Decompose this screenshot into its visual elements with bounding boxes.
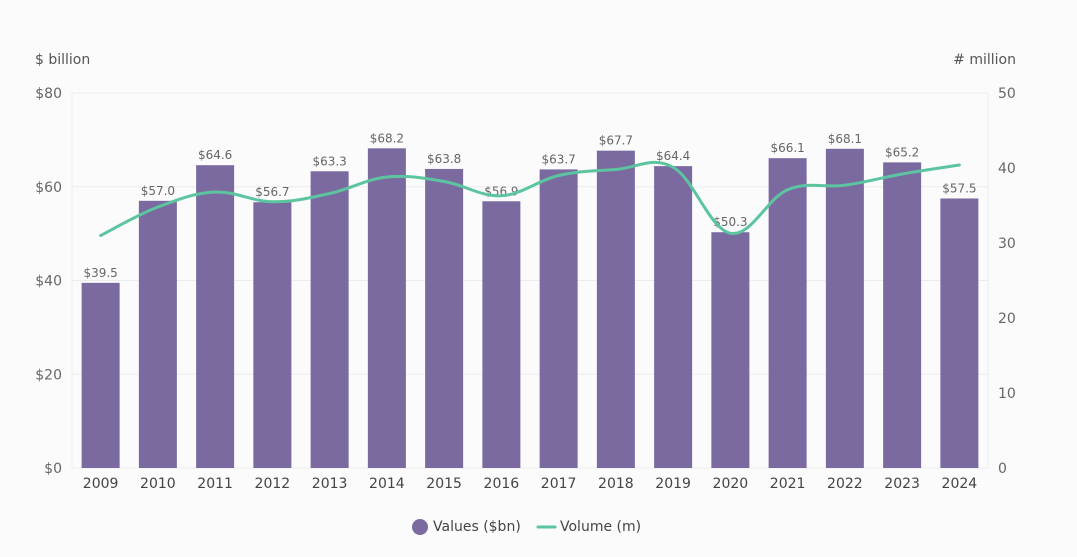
bar-data-label: $39.5 bbox=[83, 266, 117, 280]
bar bbox=[81, 282, 120, 468]
legend-volume-label: Volume (m) bbox=[560, 519, 641, 535]
right-axis-unit: # million bbox=[953, 52, 1016, 68]
bar-data-label: $63.7 bbox=[541, 152, 575, 166]
left-tick-label: $0 bbox=[44, 461, 62, 477]
x-tick-label: 2012 bbox=[255, 476, 291, 492]
right-tick-label: 20 bbox=[998, 311, 1016, 327]
bars-series: $39.5$57.0$64.6$56.7$63.3$68.2$63.8$56.9… bbox=[81, 131, 979, 468]
bar-data-label: $63.8 bbox=[427, 152, 461, 166]
axes: $ billion # million $0 $20 $40 $60 $80 0 10 20 3… bbox=[35, 52, 1016, 492]
volume-line bbox=[99, 160, 961, 237]
right-tick-label: 40 bbox=[998, 161, 1016, 177]
right-tick-label: 50 bbox=[998, 86, 1016, 102]
bar bbox=[825, 148, 864, 468]
bar bbox=[196, 165, 235, 468]
bar-data-label: $57.5 bbox=[942, 181, 976, 195]
bar bbox=[539, 169, 578, 468]
x-tick-label: 2016 bbox=[484, 476, 520, 492]
bar bbox=[425, 168, 464, 468]
x-tick-label: 2017 bbox=[541, 476, 577, 492]
line-series bbox=[99, 160, 961, 237]
bar bbox=[654, 166, 693, 468]
bar-data-label: $64.4 bbox=[656, 149, 690, 163]
bar-data-label: $67.7 bbox=[599, 134, 633, 148]
x-tick-label: 2014 bbox=[369, 476, 405, 492]
bar-data-label: $65.2 bbox=[885, 145, 919, 159]
bar bbox=[940, 198, 979, 468]
bar-data-label: $56.7 bbox=[255, 185, 289, 199]
left-tick-label: $80 bbox=[35, 86, 62, 102]
x-tick-label: 2024 bbox=[942, 476, 978, 492]
bar bbox=[367, 148, 406, 468]
x-tick-label: 2020 bbox=[713, 476, 749, 492]
left-tick-label: $60 bbox=[35, 180, 62, 196]
x-tick-label: 2019 bbox=[655, 476, 691, 492]
legend-values-label: Values ($bn) bbox=[433, 519, 521, 535]
x-tick-label: 2022 bbox=[827, 476, 863, 492]
bar bbox=[138, 200, 177, 468]
left-tick-label: $40 bbox=[35, 274, 62, 290]
bar bbox=[253, 202, 292, 468]
legend-values-marker bbox=[412, 519, 428, 535]
right-tick-label: 0 bbox=[998, 461, 1007, 477]
bar bbox=[596, 150, 635, 468]
bar-data-label: $64.6 bbox=[198, 148, 232, 162]
x-tick-label: 2010 bbox=[140, 476, 176, 492]
x-tick-label: 2023 bbox=[884, 476, 920, 492]
bar bbox=[482, 201, 521, 468]
bar bbox=[310, 171, 349, 468]
x-tick-label: 2009 bbox=[83, 476, 119, 492]
left-axis-unit: $ billion bbox=[35, 52, 90, 68]
left-tick-label: $20 bbox=[35, 367, 62, 383]
x-tick-label: 2018 bbox=[598, 476, 634, 492]
bar bbox=[711, 232, 750, 468]
bar bbox=[883, 162, 922, 468]
x-tick-label: 2011 bbox=[197, 476, 233, 492]
right-tick-label: 10 bbox=[998, 386, 1016, 402]
bar-data-label: $50.3 bbox=[713, 215, 747, 229]
bar-data-label: $68.2 bbox=[370, 131, 404, 145]
x-tick-label: 2021 bbox=[770, 476, 806, 492]
bar-data-label: $63.3 bbox=[312, 154, 346, 168]
bar bbox=[768, 158, 807, 468]
right-tick-label: 30 bbox=[998, 236, 1016, 252]
bar-data-label: $66.1 bbox=[770, 141, 804, 155]
bar-data-label: $57.0 bbox=[141, 184, 175, 198]
x-tick-label: 2013 bbox=[312, 476, 348, 492]
legend: Values ($bn) Volume (m) bbox=[412, 519, 641, 535]
bar-data-label: $68.1 bbox=[828, 132, 862, 146]
x-tick-label: 2015 bbox=[426, 476, 462, 492]
